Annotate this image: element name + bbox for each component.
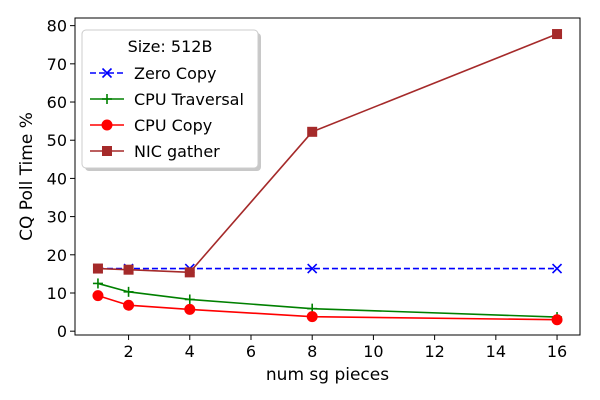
x-tick-label: 14 xyxy=(486,342,506,361)
x-tick-label: 2 xyxy=(123,342,133,361)
y-tick-label: 20 xyxy=(47,246,67,265)
data-point-cpu-copy xyxy=(184,303,196,315)
legend-marker xyxy=(102,94,112,104)
y-axis-label: CQ Poll Time % xyxy=(17,112,37,241)
data-point-nic-gather xyxy=(307,126,318,137)
data-point-cpu-copy xyxy=(551,314,563,326)
legend-box xyxy=(81,29,259,169)
legend-entry-nic-gather: NIC gather xyxy=(90,142,220,161)
legend-label: Zero Copy xyxy=(134,64,217,83)
legend-label: NIC gather xyxy=(134,142,220,161)
y-tick-label: 70 xyxy=(47,55,67,74)
data-point-cpu-copy xyxy=(92,290,104,302)
y-tick-label: 0 xyxy=(57,322,67,341)
y-tick-label: 50 xyxy=(47,131,67,150)
legend: Size: 512B Zero Copy CPU Traversal CPU Copy… xyxy=(81,29,261,171)
legend-marker xyxy=(101,67,113,79)
y-tick-label: 30 xyxy=(47,208,67,227)
legend-marker xyxy=(101,119,113,131)
data-point-nic-gather xyxy=(552,29,563,40)
plot-area xyxy=(92,29,563,326)
marker-stroke xyxy=(101,67,113,79)
series-line-cpu-copy xyxy=(97,294,558,321)
series-cpu-copy xyxy=(92,290,563,326)
x-axis-label: num sg pieces xyxy=(266,365,389,385)
data-point-nic-gather xyxy=(184,267,195,278)
marker-stroke xyxy=(307,263,318,274)
data-point-zero-copy xyxy=(307,263,318,274)
data-point-cpu-traversal xyxy=(123,286,134,297)
legend-label: CPU Traversal xyxy=(134,90,244,109)
axes-frame xyxy=(74,17,581,336)
legend-title: Size: 512B xyxy=(128,37,213,56)
data-point-zero-copy xyxy=(551,263,563,274)
marker-stroke xyxy=(551,263,563,274)
series-nic-gather xyxy=(92,29,563,278)
data-point-cpu-copy xyxy=(306,311,318,323)
legend-entry-cpu-copy: CPU Copy xyxy=(90,116,212,135)
x-tick-label: 16 xyxy=(547,342,567,361)
x-tick-label: 6 xyxy=(246,342,256,361)
legend-marker xyxy=(102,146,112,156)
x-tick-label: 8 xyxy=(307,342,317,361)
data-point-nic-gather xyxy=(123,264,134,275)
data-point-cpu-traversal xyxy=(184,294,195,305)
legend-label: CPU Copy xyxy=(134,116,212,135)
axes: 2 4 6 8 10 12 14 16 0 10 20 30 40 50 60 70 80 num sg piec… xyxy=(17,17,581,385)
legend-entry-cpu-traversal: CPU Traversal xyxy=(90,90,244,109)
series-line-cpu-traversal xyxy=(97,282,558,318)
legend-entry-zero-copy: Zero Copy xyxy=(90,64,217,83)
x-tick-label: 4 xyxy=(185,342,195,361)
y-tick-label: 10 xyxy=(47,284,67,303)
y-tick-label: 60 xyxy=(47,93,67,112)
data-point-cpu-copy xyxy=(123,299,135,311)
y-tick-label: 80 xyxy=(47,17,67,36)
series-cpu-traversal xyxy=(92,278,563,323)
x-tick-label: 12 xyxy=(424,342,444,361)
x-tick-label: 10 xyxy=(363,342,383,361)
data-point-nic-gather xyxy=(92,263,103,274)
data-point-cpu-traversal xyxy=(92,278,103,289)
y-tick-label: 40 xyxy=(47,169,67,188)
